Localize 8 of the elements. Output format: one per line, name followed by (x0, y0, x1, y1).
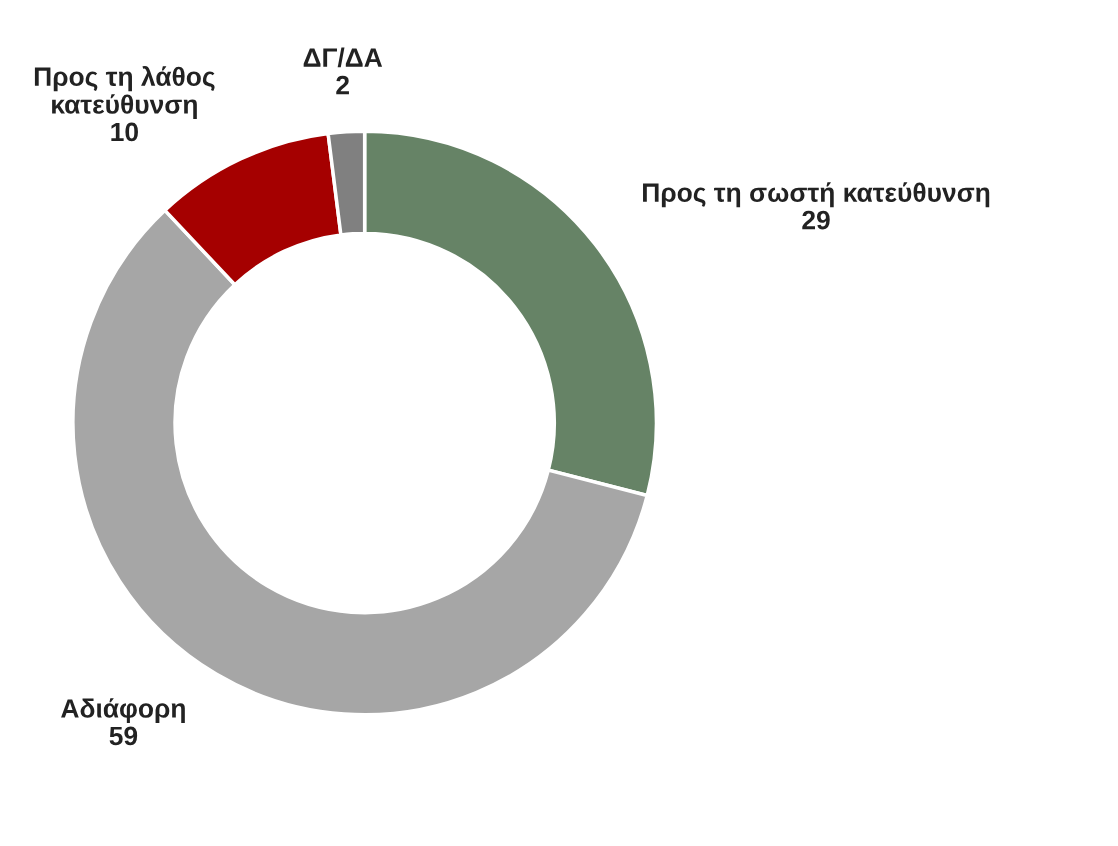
data-label: 2 (336, 75, 349, 95)
data-label: 59 (109, 726, 138, 746)
data-label: 29 (802, 210, 830, 230)
slice-label: Προς τη λάθος κατεύθυνση (34, 65, 215, 120)
data-label: 10 (111, 122, 138, 142)
slice-label: Αδιάφορη (61, 698, 185, 724)
slice-label: Προς τη σωστή κατεύθυνση (643, 182, 990, 208)
slice-label: ΔΓ/ΔΑ (303, 47, 383, 68)
